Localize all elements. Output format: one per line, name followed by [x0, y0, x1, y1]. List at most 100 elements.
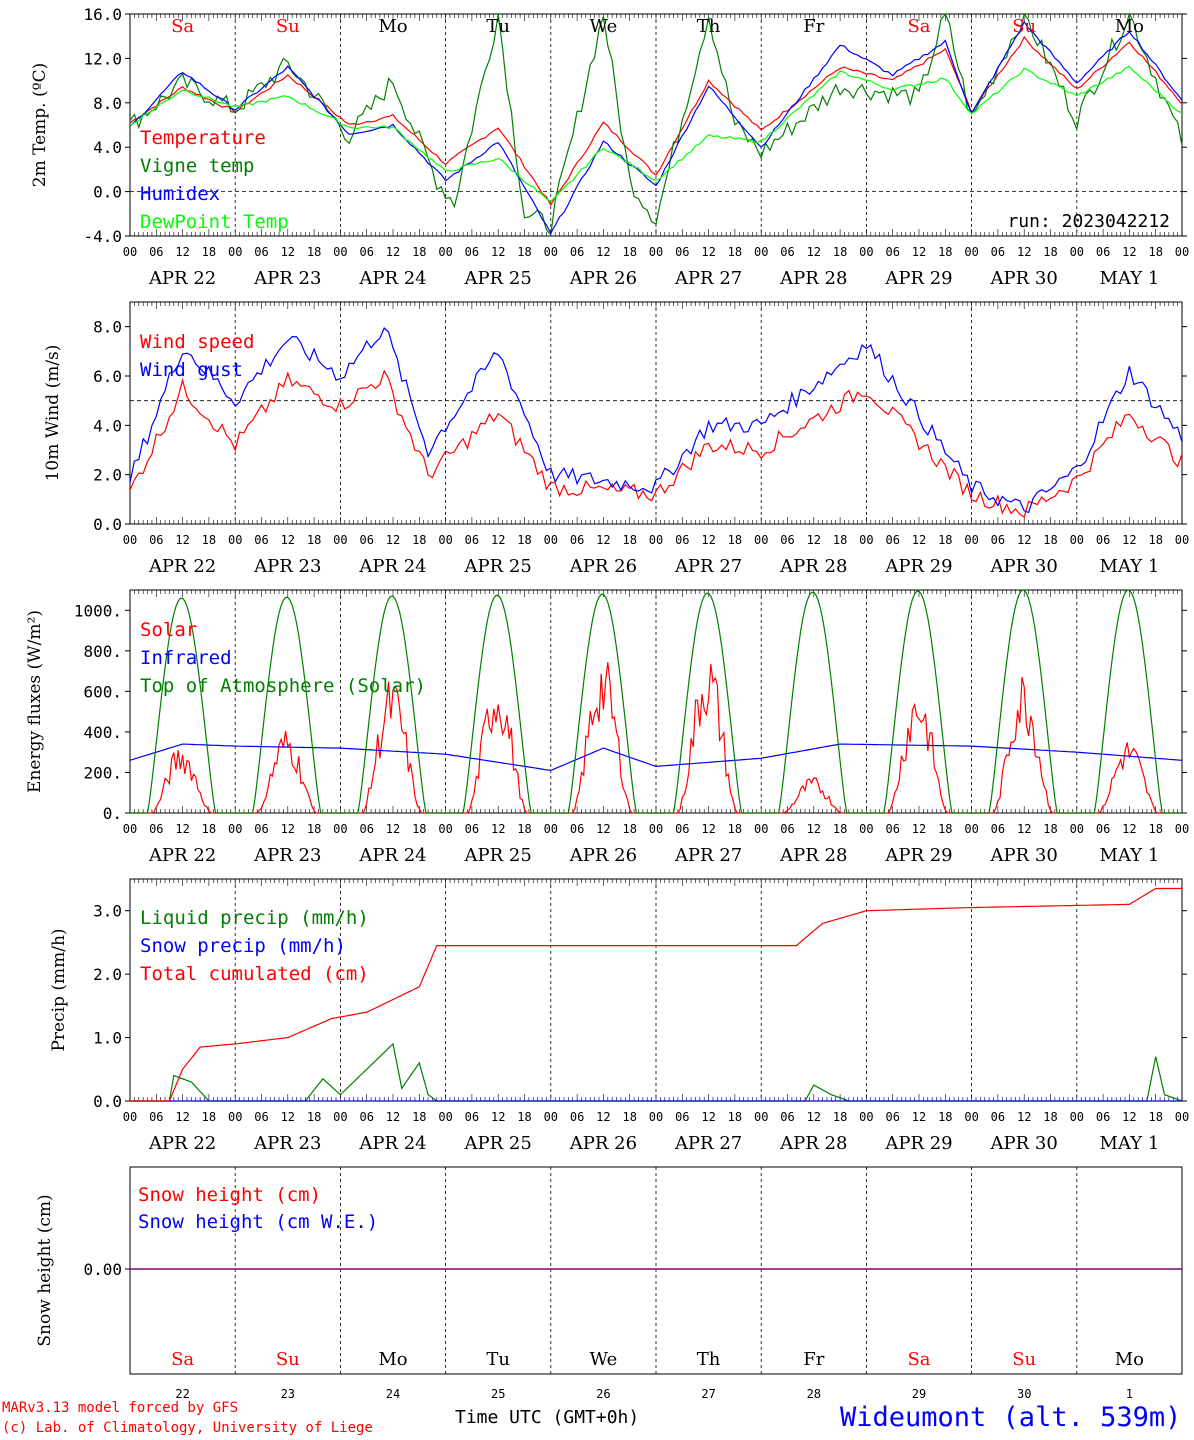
hour-tick-label: 00: [438, 822, 452, 836]
y-tick-label: 0.: [103, 804, 122, 823]
hour-tick-label: 12: [596, 1110, 610, 1124]
legend-entry: Humidex: [140, 183, 220, 205]
hour-tick-label: 18: [728, 245, 742, 259]
hour-tick-label: 12: [386, 533, 400, 547]
hour-tick-label: 12: [807, 245, 821, 259]
hour-tick-label: 12: [281, 533, 295, 547]
series-line-infrared: [129, 743, 1183, 772]
hour-tick-label: 00: [1175, 1110, 1189, 1124]
hour-tick-label: 00: [964, 533, 978, 547]
hour-tick-label: 06: [780, 822, 794, 836]
date-label: APR 23: [253, 268, 321, 289]
hour-tick-label: 06: [991, 245, 1005, 259]
hour-tick-label: 12: [175, 1110, 189, 1124]
hour-tick-label: 18: [1043, 533, 1057, 547]
legend-entry: Snow precip (mm/h): [140, 935, 346, 957]
hour-tick-label: 00: [964, 1110, 978, 1124]
series-line-humidex: [129, 20, 1183, 235]
y-axis-label: Snow height (cm): [35, 1194, 55, 1346]
hour-tick-label: 12: [491, 1110, 505, 1124]
hour-tick-label: 00: [859, 1110, 873, 1124]
weekday-label: Sa: [907, 1349, 930, 1370]
hour-tick-label: 00: [1070, 822, 1084, 836]
hour-tick-label: 12: [807, 1110, 821, 1124]
series-line-dewpoint-temp: [129, 65, 1183, 203]
hour-tick-label: 18: [412, 822, 426, 836]
hour-tick-label: 00: [333, 822, 347, 836]
hour-tick-label: 12: [912, 245, 926, 259]
date-label: MAY 1: [1100, 1133, 1160, 1154]
legend-entry: Temperature: [140, 127, 266, 149]
y-tick-label: 2.0: [93, 466, 122, 485]
hour-tick-label: 00: [1175, 245, 1189, 259]
hour-tick-label: 06: [780, 245, 794, 259]
hour-tick-label: 00: [544, 1110, 558, 1124]
hour-tick-label: 00: [438, 533, 452, 547]
hour-tick-label: 06: [885, 245, 899, 259]
date-label: APR 25: [464, 268, 532, 289]
hour-tick-label: 18: [622, 822, 636, 836]
hour-tick-label: 12: [912, 1110, 926, 1124]
hour-tick-label: 06: [359, 822, 373, 836]
weekday-label: Mo: [378, 1349, 407, 1370]
hour-tick-label: 06: [254, 533, 268, 547]
date-label: APR 26: [569, 556, 637, 577]
hour-tick-label: 00: [228, 245, 242, 259]
date-label: MAY 1: [1100, 268, 1160, 289]
date-label: APR 24: [358, 845, 426, 866]
series-line-top-of-atmosphere-solar-: [130, 589, 1182, 814]
date-label: APR 30: [990, 1133, 1058, 1154]
hour-tick-label: 06: [991, 822, 1005, 836]
y-tick-label: 1000.: [74, 601, 122, 620]
plot-frame: [129, 589, 1183, 814]
hour-tick-label: 18: [728, 822, 742, 836]
hour-tick-label: 00: [649, 245, 663, 259]
hour-tick-label: 06: [991, 1110, 1005, 1124]
legend-entry: Snow height (cm W.E.): [138, 1211, 378, 1233]
date-label: APR 26: [569, 1133, 637, 1154]
hour-tick-label: 00: [1175, 822, 1189, 836]
y-tick-label: 8.0: [93, 318, 122, 337]
hour-tick-label: 12: [386, 245, 400, 259]
hour-tick-label: 12: [1122, 1110, 1136, 1124]
hour-tick-label: 00: [649, 822, 663, 836]
hour-tick-label: 00: [544, 533, 558, 547]
hour-tick-label: 12: [175, 245, 189, 259]
hour-tick-label: 12: [807, 533, 821, 547]
date-label: APR 28: [779, 845, 847, 866]
weekday-label: We: [590, 1349, 618, 1370]
day-number-label: 28: [807, 1387, 821, 1401]
hour-tick-label: 06: [465, 822, 479, 836]
y-tick-label: 600.: [83, 682, 122, 701]
hour-tick-label: 00: [333, 533, 347, 547]
weekday-label: Th: [697, 1349, 721, 1370]
y-tick-label: 800.: [83, 642, 122, 661]
run-label: run: 2023042212: [1007, 211, 1170, 232]
date-label: APR 30: [990, 556, 1058, 577]
hour-tick-label: 06: [359, 1110, 373, 1124]
hour-tick-label: 00: [1175, 533, 1189, 547]
weekday-label: Mo: [1115, 1349, 1144, 1370]
hour-tick-label: 06: [570, 245, 584, 259]
hour-tick-label: 06: [991, 533, 1005, 547]
hour-tick-label: 06: [149, 1110, 163, 1124]
weekday-label: Mo: [1115, 16, 1144, 37]
legend-entry: Wind speed: [140, 331, 254, 353]
hour-tick-label: 12: [701, 245, 715, 259]
hour-tick-label: 06: [465, 1110, 479, 1124]
date-label: APR 27: [674, 1133, 742, 1154]
hour-tick-label: 06: [1096, 822, 1110, 836]
hour-tick-label: 18: [307, 245, 321, 259]
hour-tick-label: 18: [622, 1110, 636, 1124]
hour-tick-label: 18: [728, 1110, 742, 1124]
weekday-label: Sa: [907, 16, 930, 37]
hour-tick-label: 06: [465, 533, 479, 547]
hour-tick-label: 12: [491, 822, 505, 836]
day-number-label: 24: [386, 1387, 400, 1401]
y-tick-label: 0.00: [83, 1260, 122, 1279]
hour-tick-label: 12: [491, 245, 505, 259]
hour-tick-label: 12: [175, 822, 189, 836]
legend-entry: Snow height (cm): [138, 1184, 321, 1206]
weekday-label: We: [590, 16, 618, 37]
hour-tick-label: 18: [622, 533, 636, 547]
